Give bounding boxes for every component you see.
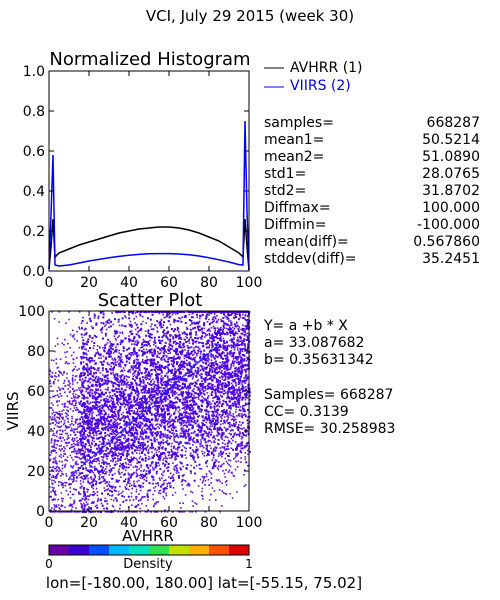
histogram-y-tick-label: 0.0	[23, 264, 45, 280]
colorbar-label: Density	[123, 557, 173, 572]
stat-label: mean2=	[264, 149, 324, 165]
histogram-curves	[48, 120, 250, 271]
stat-value: 35.2451	[422, 251, 480, 267]
stat-value: 0.567860	[413, 234, 480, 250]
scatter-y-label: VIIRS	[4, 391, 22, 430]
colorbar-cell	[109, 545, 130, 555]
histogram-y-tick-label: 0.8	[23, 104, 45, 120]
scatter-density-core	[79, 311, 251, 513]
fit-equation: Y= a +b * X	[263, 318, 348, 334]
histogram-x-tick-label: 0	[45, 275, 54, 291]
stat-value: -100.000	[417, 217, 480, 233]
histogram-x-tick-label: 80	[200, 275, 218, 291]
stat-label: Diffmin=	[264, 217, 326, 233]
colorbar-cell	[89, 545, 110, 555]
histogram-x-tick-label: 20	[80, 275, 98, 291]
fit-statistics: Y= a +b * X a= 33.087682 b= 0.35631342 S…	[263, 318, 395, 437]
histogram-series-viirs-line	[48, 120, 250, 271]
scatter-points	[49, 311, 251, 513]
colorbar-cell	[189, 545, 210, 555]
scatter-x-tick-label: 20	[80, 515, 98, 531]
colorbar-cell	[69, 545, 90, 555]
histogram-ticks: 0 20 40 60 80 100 0.0 0.2 0.4 0.6 0.8 1.0	[23, 64, 263, 291]
fit-rmse: RMSE= 30.258983	[264, 421, 395, 437]
scatter-panel: Scatter Plot 0 20 40 60 80 100 0 20 40 60 80 100 AV…	[4, 290, 262, 545]
fit-b: b= 0.35631342	[264, 352, 374, 368]
scatter-y-tick-label: 100	[18, 304, 45, 320]
histogram-panel: Normalized Histogram 0 20 40 60 80 1000.00.20…	[23, 49, 263, 291]
colorbar-min-label: 0	[45, 557, 53, 571]
colorbar-cell	[129, 545, 150, 555]
histogram-x-tick-label: 40	[120, 275, 138, 291]
regression-line	[68, 343, 220, 479]
scatter-y-tick-label: 60	[27, 384, 45, 400]
scatter-x-tick-label: 80	[200, 515, 218, 531]
colorbar-frame	[48, 544, 250, 556]
scatter-axes-frame	[48, 310, 250, 512]
scatter-x-tick-label: 0	[45, 515, 54, 531]
legend-avhrr-label: AVHRR (1)	[290, 60, 363, 76]
scatter-title: Scatter Plot	[98, 290, 203, 311]
bounds-text: lon=[-180.00, 180.00] lat=[-55.15, 75.02…	[46, 574, 362, 592]
statistics-block: samples= 668287 mean1= 50.5214 mean2= 51.0890…	[264, 115, 480, 267]
histogram-legend: AVHRR (1) VIIRS (2)	[264, 60, 363, 94]
scatter-y-tick-label: 40	[27, 424, 45, 440]
fit-a: a= 33.087682	[264, 335, 364, 351]
stat-value: 28.0765	[422, 166, 480, 182]
scatter-y-tick-label: 20	[27, 464, 45, 480]
histogram-axes-frame	[48, 70, 250, 272]
stat-label: stddev(diff)=	[264, 251, 357, 267]
stat-label: Diffmax=	[264, 200, 331, 216]
histogram-x-tick-label: 60	[160, 275, 178, 291]
scatter-x-tick-label: 100	[236, 515, 263, 531]
colorbar-cell	[149, 545, 170, 555]
histogram-y-tick-label: 0.2	[23, 224, 45, 240]
stat-value: 31.8702	[422, 183, 480, 199]
histogram-x-tick-label: 100	[236, 275, 263, 291]
legend-viirs-label: VIIRS (2)	[290, 78, 351, 94]
histogram-y-tick-label: 0.4	[23, 184, 45, 200]
scatter-ticks: 0 20 40 60 80 100 0 20 40 60 80 100	[18, 304, 262, 531]
colorbar-max-label: 1	[245, 557, 253, 571]
stat-label: mean(diff)=	[264, 234, 349, 250]
colorbar-cell	[229, 545, 250, 555]
density-colorbar: 0 Density 1	[45, 544, 253, 572]
stat-label: std1=	[264, 166, 306, 182]
fit-cc: CC= 0.3139	[264, 404, 349, 420]
fit-samples: Samples= 668287	[264, 387, 393, 403]
colorbar-cell	[169, 545, 190, 555]
colorbar-cell	[209, 545, 230, 555]
stat-label: std2=	[264, 183, 306, 199]
scatter-x-label: AVHRR	[122, 527, 174, 545]
scatter-x-tick-label: 60	[160, 515, 178, 531]
scatter-x-tick-label: 40	[120, 515, 138, 531]
stat-label: samples=	[264, 115, 334, 131]
colorbar-gradient	[49, 545, 250, 555]
histogram-series-avhrr-line	[48, 218, 250, 271]
stat-value: 50.5214	[422, 132, 480, 148]
stat-value: 51.0890	[422, 149, 480, 165]
histogram-y-tick-label: 1.0	[23, 64, 45, 80]
stat-value: 668287	[427, 115, 480, 131]
figure-title: VCI, July 29 2015 (week 30)	[146, 7, 354, 25]
scatter-y-tick-label: 0	[36, 504, 45, 520]
histogram-title: Normalized Histogram	[49, 49, 250, 70]
scatter-y-tick-label: 80	[27, 344, 45, 360]
stat-value: 100.000	[422, 200, 480, 216]
colorbar-cell	[49, 545, 70, 555]
histogram-y-tick-label: 0.6	[23, 144, 45, 160]
stat-label: mean1=	[264, 132, 324, 148]
